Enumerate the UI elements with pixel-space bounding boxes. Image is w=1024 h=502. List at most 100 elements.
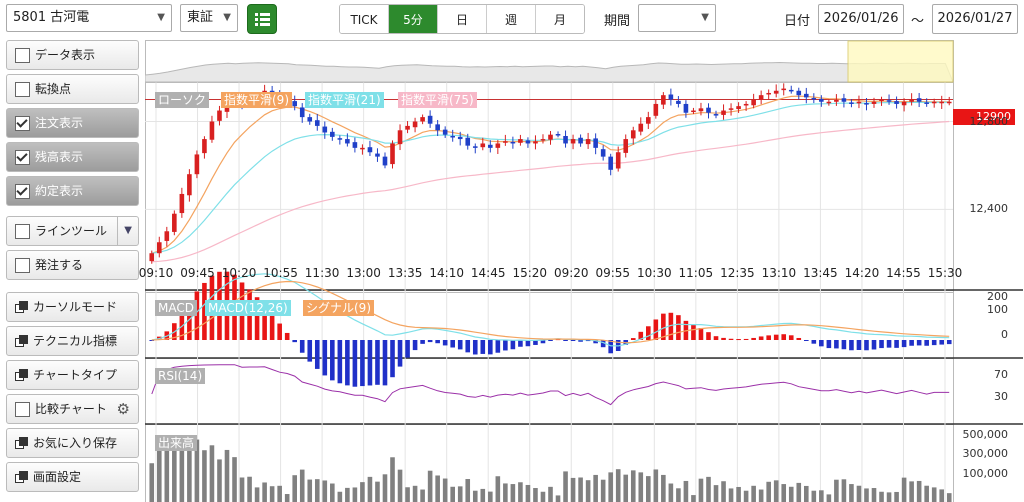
sidebar-item-label: チャートタイプ: [33, 368, 117, 382]
tab-timeframe-0[interactable]: TICK: [340, 5, 389, 33]
volume-bar: [503, 483, 508, 502]
sidebar-item-5[interactable]: ラインツール ▼: [6, 216, 139, 246]
sidebar-item-6[interactable]: 発注する: [6, 250, 139, 280]
volume-bar: [615, 469, 621, 502]
sidebar-item-7[interactable]: カーソルモード: [6, 292, 139, 322]
volume-bar: [164, 448, 170, 502]
sidebar-item-1[interactable]: 転換点: [6, 74, 139, 104]
sidebar-item-12[interactable]: 画面設定: [6, 462, 139, 492]
volume-bar: [691, 495, 696, 502]
market-select[interactable]: 東証 ▼: [180, 4, 238, 32]
volume-bar: [337, 491, 343, 502]
volume-bar: [623, 474, 629, 502]
candle-body: [736, 106, 741, 109]
date-from-field[interactable]: 2026/01/26: [818, 4, 904, 34]
chevron-down-icon[interactable]: ▼: [117, 217, 138, 245]
ema-9-line: [151, 95, 950, 254]
checkbox[interactable]: [15, 81, 30, 97]
tab-timeframe-2[interactable]: 日: [438, 5, 487, 33]
date-to-field[interactable]: 2026/01/27: [932, 4, 1018, 34]
list-view-button[interactable]: [247, 4, 277, 34]
macd-histogram-bar: [879, 340, 884, 349]
time-tick-label: 10:30: [637, 266, 672, 280]
window-icon: [15, 436, 28, 450]
checkbox[interactable]: [15, 257, 30, 273]
macd-histogram-bar: [382, 340, 388, 386]
macd-histogram-bar: [781, 334, 787, 340]
sidebar-item-3[interactable]: 残高表示: [6, 142, 139, 172]
sidebar-item-4[interactable]: 約定表示: [6, 176, 139, 206]
tab-timeframe-4[interactable]: 月: [536, 5, 584, 33]
macd-histogram-bar: [262, 304, 267, 340]
sidebar-item-8[interactable]: テクニカル指標: [6, 326, 139, 356]
period-select[interactable]: ▼: [638, 4, 716, 32]
volume-bar: [375, 481, 380, 502]
volume-bar: [345, 487, 350, 502]
window-icon: [15, 470, 28, 484]
macd-histogram-bar: [743, 338, 749, 340]
checkbox[interactable]: [15, 149, 30, 165]
macd-histogram-bar: [946, 340, 952, 345]
axis-tick-label: 0: [1001, 328, 1008, 341]
volume-bar: [758, 489, 764, 502]
volume-bar: [254, 487, 260, 502]
sidebar-item-label: 残高表示: [35, 150, 84, 164]
checkbox[interactable]: [15, 183, 30, 199]
gear-icon[interactable]: ⚙: [116, 400, 130, 418]
volume-bar: [239, 477, 245, 502]
legend-item: 指数平滑(21): [305, 92, 384, 108]
volume-bar: [533, 488, 538, 502]
checkbox[interactable]: [15, 115, 30, 131]
overview-navigator: [145, 40, 954, 83]
candlesticks: [149, 83, 952, 264]
sidebar-item-0[interactable]: データ表示: [6, 40, 139, 70]
sidebar-item-label: 発注する: [35, 258, 84, 272]
volume-panel: [149, 435, 952, 502]
macd-histogram-bar: [668, 312, 674, 340]
candle-body: [187, 174, 192, 196]
volume-bar: [788, 486, 794, 502]
candle-body: [540, 139, 546, 141]
checkbox[interactable]: [15, 223, 30, 239]
macd-histogram-bar: [390, 340, 395, 378]
macd-histogram-bar: [254, 297, 260, 340]
candle-body: [713, 114, 719, 116]
sidebar-item-9[interactable]: チャートタイプ: [6, 360, 139, 390]
candle-body: [661, 95, 666, 105]
sidebar-item-11[interactable]: お気に入り保存: [6, 428, 139, 458]
tab-timeframe-3[interactable]: 週: [487, 5, 536, 33]
time-tick-label: 09:45: [180, 266, 215, 280]
time-tick-label: 10:55: [263, 266, 298, 280]
macd-histogram-bar: [397, 340, 403, 367]
volume-bar: [638, 472, 644, 502]
time-tick-label: 13:35: [387, 266, 423, 280]
candle-body: [435, 124, 440, 131]
macd-histogram-bar: [548, 340, 553, 341]
candle-body: [555, 134, 561, 136]
macd-histogram-bar: [525, 340, 531, 347]
macd-histogram-bar: [495, 340, 501, 353]
sidebar-item-10[interactable]: 比較チャート ⚙: [6, 394, 139, 424]
candle-body: [314, 120, 320, 126]
volume-bar: [405, 487, 410, 502]
candle-body: [924, 102, 929, 104]
checkbox[interactable]: [15, 47, 30, 63]
volume-bar: [646, 476, 651, 502]
candle-body: [217, 110, 222, 121]
checkbox[interactable]: [15, 401, 30, 417]
candle-body: [758, 95, 764, 100]
volume-bar: [901, 477, 907, 502]
macd-histogram-bar: [841, 340, 847, 350]
sidebar-item-2[interactable]: 注文表示: [6, 108, 139, 138]
stock-select[interactable]: 5801 古河電 ▼: [6, 4, 172, 32]
macd-histogram-bar: [555, 339, 561, 341]
tab-timeframe-1[interactable]: 5分: [389, 5, 438, 33]
volume-bar: [510, 484, 516, 502]
candle-body: [465, 137, 471, 146]
candle-body: [819, 98, 824, 102]
macd-histogram-bar: [435, 340, 440, 344]
macd-histogram-bar: [819, 340, 824, 347]
candle-body: [442, 129, 448, 135]
macd-histogram-bar: [187, 302, 192, 340]
candle-body: [457, 136, 463, 140]
